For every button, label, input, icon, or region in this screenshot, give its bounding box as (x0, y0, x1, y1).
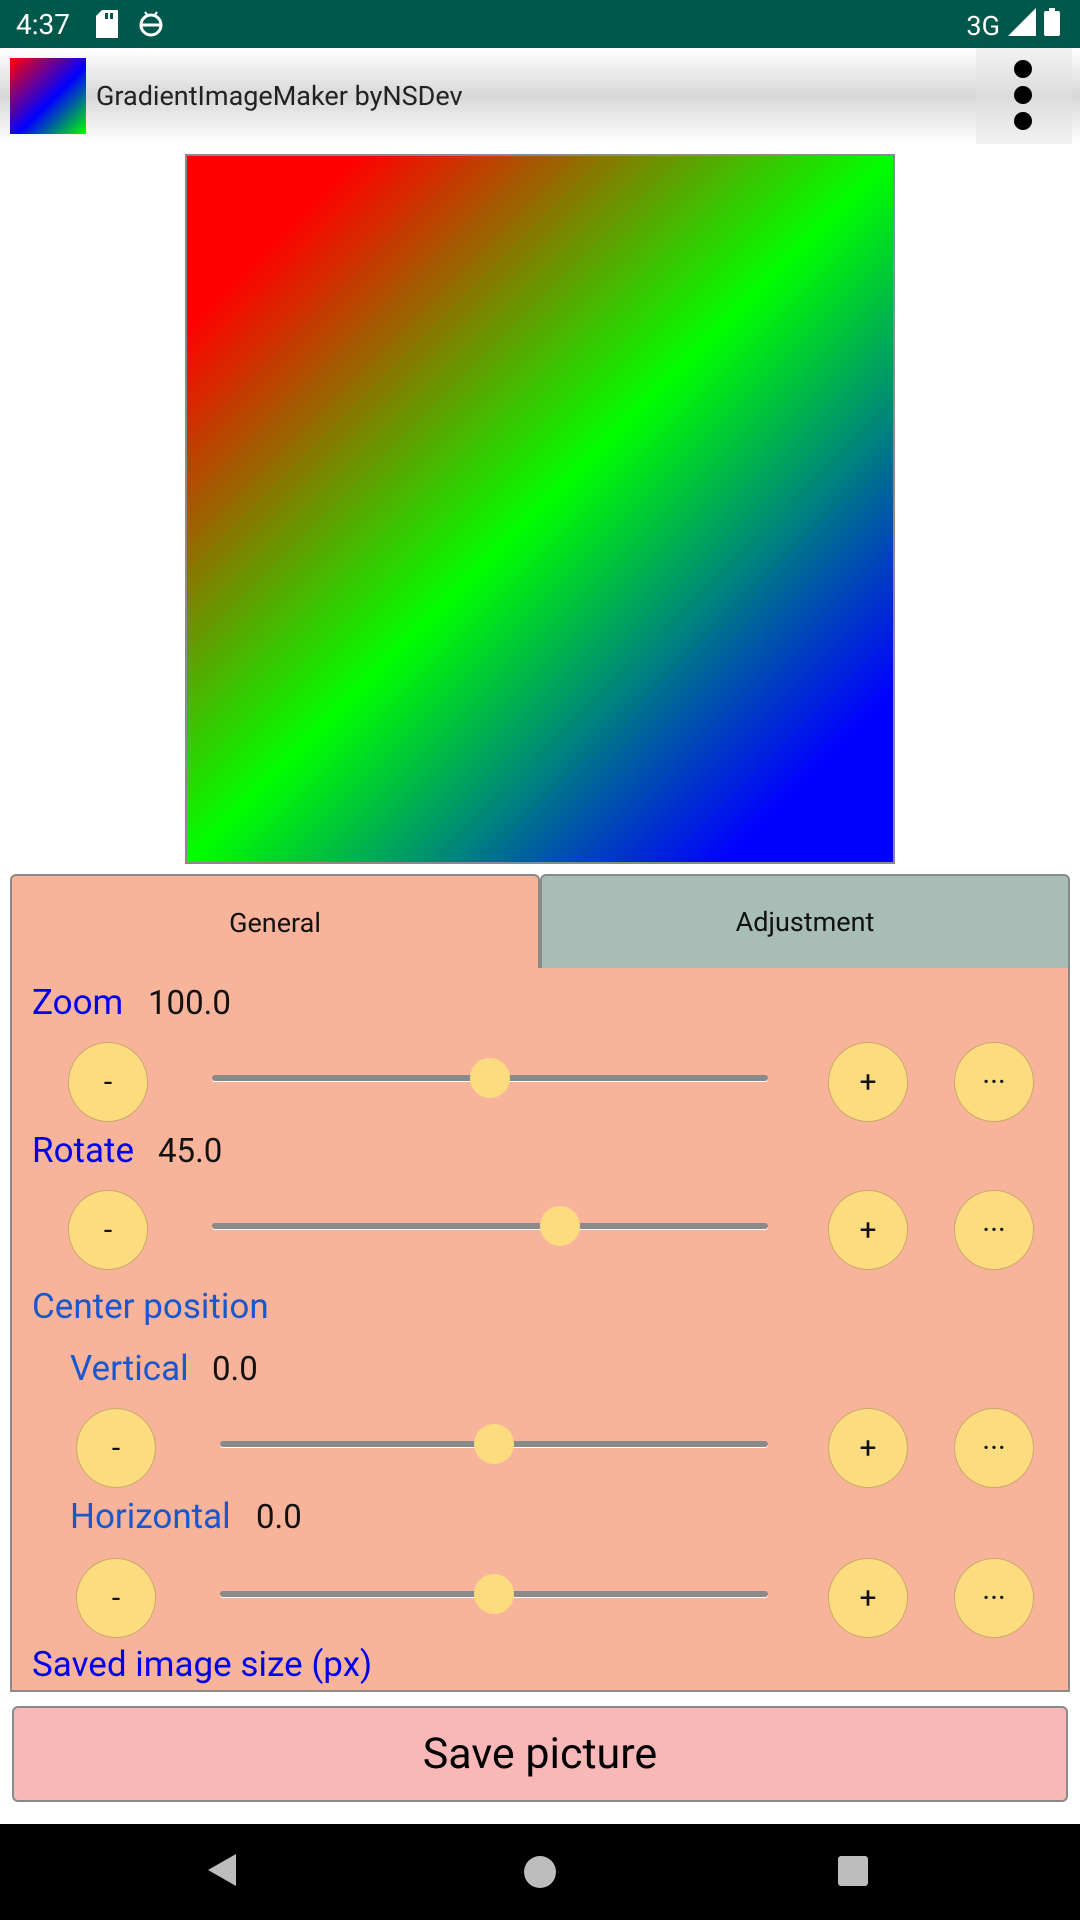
rotate-slider-thumb[interactable] (540, 1206, 580, 1246)
tab-general-label: General (229, 907, 321, 939)
horizontal-value: 0.0 (256, 1498, 302, 1537)
navigation-bar (0, 1824, 1080, 1920)
horizontal-more-button[interactable]: ··· (954, 1558, 1034, 1638)
status-right-group: 3G (966, 8, 1060, 43)
app-logo (10, 58, 86, 134)
rotate-label: Rotate (32, 1130, 135, 1171)
status-time: 4:37 (16, 8, 70, 41)
app-title: GradientImageMaker byNSDev (96, 80, 463, 112)
rotate-minus-button[interactable]: - (68, 1190, 148, 1270)
tab-join (12, 968, 538, 972)
zoom-minus-button[interactable]: - (68, 1042, 148, 1122)
vertical-more-button[interactable]: ··· (954, 1408, 1034, 1488)
center-position-label: Center position (32, 1286, 269, 1327)
rotate-value: 45.0 (158, 1132, 223, 1171)
vertical-slider-thumb[interactable] (474, 1424, 514, 1464)
zoom-value: 100.0 (148, 984, 231, 1023)
status-bar: 4:37 3G (0, 0, 1080, 48)
vertical-minus-button[interactable]: - (76, 1408, 156, 1488)
sd-card-icon (96, 10, 118, 42)
recents-icon[interactable] (838, 1856, 868, 1886)
zoom-more-button[interactable]: ··· (954, 1042, 1034, 1122)
gradient-preview (185, 154, 895, 864)
back-icon[interactable] (208, 1854, 236, 1886)
zoom-plus-button[interactable]: + (828, 1042, 908, 1122)
general-tab-content: Zoom 100.0 - + ··· Rotate 45.0 - + ··· C… (10, 968, 1070, 1692)
app-bar: GradientImageMaker byNSDev (0, 48, 1080, 144)
zoom-slider-thumb[interactable] (470, 1058, 510, 1098)
save-picture-button[interactable]: Save picture (12, 1706, 1068, 1802)
rotate-more-button[interactable]: ··· (954, 1190, 1034, 1270)
tab-adjustment-label: Adjustment (735, 906, 875, 938)
horizontal-label: Horizontal (70, 1496, 231, 1537)
rotate-plus-button[interactable]: + (828, 1190, 908, 1270)
save-picture-label: Save picture (422, 1729, 658, 1779)
tab-general[interactable]: General (10, 874, 540, 970)
horizontal-slider-thumb[interactable] (474, 1574, 514, 1614)
network-type: 3G (966, 9, 1000, 42)
horizontal-minus-button[interactable]: - (76, 1558, 156, 1638)
vertical-value: 0.0 (212, 1350, 258, 1389)
vertical-label: Vertical (70, 1348, 189, 1389)
vertical-plus-button[interactable]: + (828, 1408, 908, 1488)
horizontal-plus-button[interactable]: + (828, 1558, 908, 1638)
battery-icon (1044, 8, 1060, 43)
more-vert-icon[interactable] (976, 48, 1072, 144)
settings-panel: General Adjustment Zoom 100.0 - + ··· Ro… (10, 874, 1070, 1692)
zoom-label: Zoom (32, 982, 124, 1023)
signal-icon (1008, 8, 1036, 43)
rotate-slider-track[interactable] (212, 1223, 768, 1229)
android-debug-icon (138, 10, 164, 42)
tab-adjustment[interactable]: Adjustment (540, 874, 1070, 970)
saved-size-label: Saved image size (px) (32, 1644, 373, 1685)
home-icon[interactable] (524, 1856, 556, 1888)
